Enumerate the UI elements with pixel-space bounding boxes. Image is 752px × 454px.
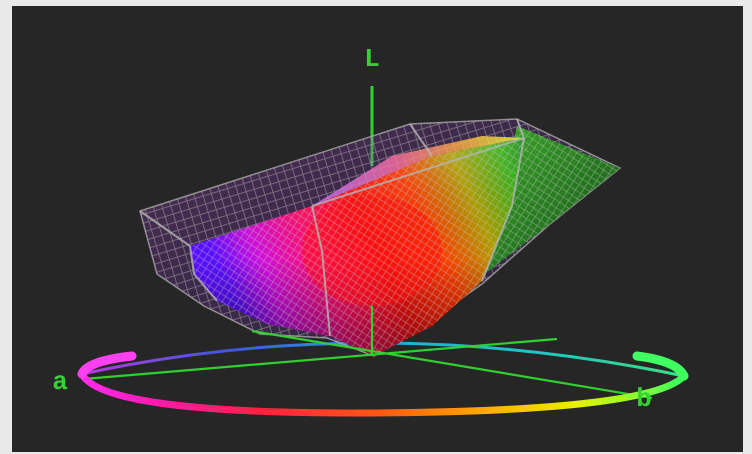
gamut-solid-body: [190, 136, 524, 356]
axis-label-l: L: [364, 44, 380, 74]
gamut-plot: L a b: [52, 44, 689, 417]
hue-ring-right-cap: [632, 351, 689, 381]
hue-ring-left-cap: [77, 351, 137, 379]
hue-ring-front: [78, 370, 688, 417]
ab-plane-axes: [83, 306, 653, 400]
gamut-viewer: L a b: [12, 6, 743, 452]
axis-label-b: b: [636, 384, 652, 414]
gamut-wireframe-edges: [139, 118, 525, 337]
axis-label-a: a: [52, 367, 68, 397]
